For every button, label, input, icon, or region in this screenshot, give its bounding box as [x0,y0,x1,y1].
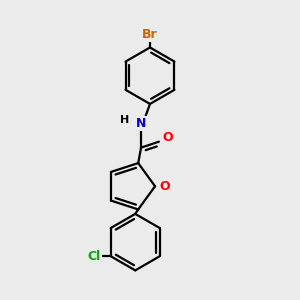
Text: O: O [159,180,170,193]
Text: Cl: Cl [88,250,101,263]
Text: N: N [136,117,146,130]
Text: H: H [119,115,129,125]
Text: Br: Br [142,28,158,41]
Text: O: O [163,131,173,144]
